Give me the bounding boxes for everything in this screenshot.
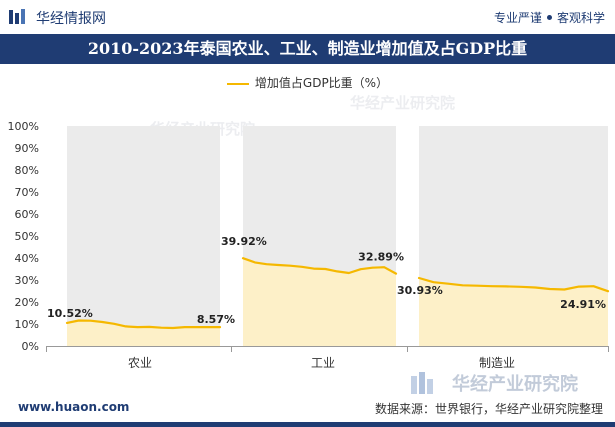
slogan-dot-icon bbox=[546, 15, 552, 20]
data-point bbox=[183, 326, 186, 328]
slogan-right: 客观科学 bbox=[556, 11, 605, 25]
data-point bbox=[336, 270, 339, 273]
y-tick-label: 40% bbox=[15, 252, 39, 265]
watermark-brand: 华经产业研究院 bbox=[452, 374, 578, 395]
top-bar: 华经情报网 专业严谨 客观科学 bbox=[0, 0, 615, 34]
data-point bbox=[113, 323, 115, 325]
data-point bbox=[490, 285, 493, 287]
title-bar: 2010-2023年泰国农业、工业、制造业增加值及占GDP比重 bbox=[0, 34, 615, 64]
data-point bbox=[160, 326, 162, 329]
data-point bbox=[277, 264, 280, 266]
data-point bbox=[563, 288, 566, 291]
data-point bbox=[125, 325, 127, 328]
footer-source: 数据来源：世界银行，华经产业研究院整理 bbox=[374, 402, 603, 416]
data-label-start: 39.92% bbox=[221, 235, 267, 248]
y-tick-label: 10% bbox=[15, 318, 39, 331]
data-point bbox=[447, 282, 449, 285]
data-point bbox=[78, 319, 80, 322]
series-area bbox=[419, 278, 608, 346]
x-category-label: 工业 bbox=[311, 356, 335, 370]
series-line bbox=[417, 276, 610, 293]
data-label-start: 30.93% bbox=[397, 284, 443, 297]
data-point bbox=[242, 257, 244, 259]
data-point bbox=[101, 321, 104, 323]
data-point bbox=[265, 263, 268, 265]
data-point bbox=[148, 326, 151, 328]
y-tick-label: 60% bbox=[15, 208, 39, 221]
logo-icon bbox=[9, 9, 25, 24]
data-point bbox=[312, 267, 315, 270]
slogan-left: 专业严谨 bbox=[493, 11, 542, 25]
data-label-end: 24.91% bbox=[560, 298, 606, 311]
data-point bbox=[195, 326, 198, 328]
series-line bbox=[241, 257, 398, 275]
data-point bbox=[578, 285, 580, 288]
y-tick-label: 80% bbox=[15, 164, 39, 177]
y-tick-label: 100% bbox=[8, 120, 39, 133]
data-point bbox=[324, 268, 327, 270]
data-point bbox=[348, 272, 350, 274]
footer-url[interactable]: www.huaon.com bbox=[18, 400, 130, 414]
y-tick-label: 0% bbox=[22, 340, 39, 353]
y-tick-label: 50% bbox=[15, 230, 39, 243]
data-point bbox=[219, 326, 221, 328]
data-point bbox=[207, 326, 209, 328]
chart-legend: 增加值占GDP比重（%） bbox=[0, 74, 615, 92]
data-point bbox=[461, 284, 464, 287]
data-point bbox=[172, 327, 174, 329]
chart-title: 2010-2023年泰国农业、工业、制造业增加值及占GDP比重 bbox=[87, 39, 528, 58]
data-point bbox=[549, 288, 551, 290]
series-area bbox=[243, 258, 396, 346]
data-point bbox=[476, 284, 479, 287]
series-area bbox=[67, 320, 220, 346]
data-point bbox=[383, 266, 386, 268]
y-tick-label: 90% bbox=[15, 142, 39, 155]
x-category-label: 农业 bbox=[128, 356, 152, 370]
data-point bbox=[371, 266, 374, 269]
data-point bbox=[66, 322, 68, 324]
data-label-end: 32.89% bbox=[358, 251, 404, 264]
footer-line bbox=[0, 422, 615, 427]
y-tick-label: 20% bbox=[15, 296, 39, 309]
data-point bbox=[505, 285, 508, 288]
data-point bbox=[520, 286, 522, 288]
data-point bbox=[395, 272, 397, 275]
data-point bbox=[592, 285, 595, 287]
data-label-start: 10.52% bbox=[47, 307, 93, 320]
data-point bbox=[432, 281, 435, 283]
category-panel bbox=[67, 126, 220, 346]
series-line bbox=[65, 319, 222, 330]
data-point bbox=[607, 290, 609, 292]
x-category-label: 制造业 bbox=[479, 356, 515, 370]
data-point bbox=[534, 286, 537, 289]
slogan: 专业严谨 客观科学 bbox=[494, 9, 605, 26]
data-point bbox=[254, 261, 256, 264]
site-name: 华经情报网 bbox=[36, 11, 106, 27]
watermark-logo-icon bbox=[411, 372, 433, 394]
chart-area: 0% 10% 20% 30% 40% 50% 60% 70% 80% 90% 100% 10.52% 8… bbox=[8, 120, 610, 370]
data-point bbox=[89, 319, 92, 322]
data-point bbox=[359, 268, 362, 270]
legend-label: 增加值占GDP比重（%） bbox=[254, 76, 389, 90]
data-label-end: 8.57% bbox=[197, 313, 235, 326]
data-point bbox=[418, 277, 420, 279]
y-tick-label: 30% bbox=[15, 274, 39, 287]
legend-line-swatch bbox=[226, 82, 249, 85]
data-point bbox=[301, 266, 303, 268]
data-point bbox=[136, 326, 139, 328]
y-tick-label: 70% bbox=[15, 186, 39, 199]
data-point bbox=[289, 264, 291, 267]
